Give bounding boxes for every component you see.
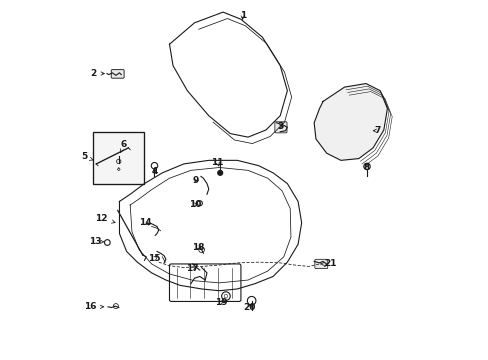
Text: 21: 21 xyxy=(320,260,336,269)
Text: 11: 11 xyxy=(211,158,224,167)
Text: 16: 16 xyxy=(84,302,103,311)
Text: 6: 6 xyxy=(120,140,126,153)
Text: 7: 7 xyxy=(372,126,380,135)
Text: 14: 14 xyxy=(139,218,151,227)
FancyBboxPatch shape xyxy=(111,69,124,78)
Text: 2: 2 xyxy=(90,69,104,78)
Text: 12: 12 xyxy=(95,214,115,223)
Text: 20: 20 xyxy=(243,303,256,312)
Polygon shape xyxy=(313,84,386,160)
Text: 1: 1 xyxy=(239,11,245,20)
Text: 19: 19 xyxy=(215,298,227,307)
Text: 8: 8 xyxy=(363,163,369,172)
Text: 18: 18 xyxy=(191,243,204,252)
Text: 13: 13 xyxy=(89,237,104,246)
Text: 10: 10 xyxy=(189,200,201,209)
Text: 5: 5 xyxy=(81,152,93,161)
Text: 9: 9 xyxy=(192,176,198,185)
FancyBboxPatch shape xyxy=(274,122,286,133)
Text: 3: 3 xyxy=(277,122,283,131)
Circle shape xyxy=(217,170,222,175)
Text: 15: 15 xyxy=(148,254,161,263)
Bar xyxy=(93,132,144,184)
Text: 17: 17 xyxy=(186,264,199,273)
Text: 4: 4 xyxy=(151,167,157,176)
FancyBboxPatch shape xyxy=(314,259,327,269)
